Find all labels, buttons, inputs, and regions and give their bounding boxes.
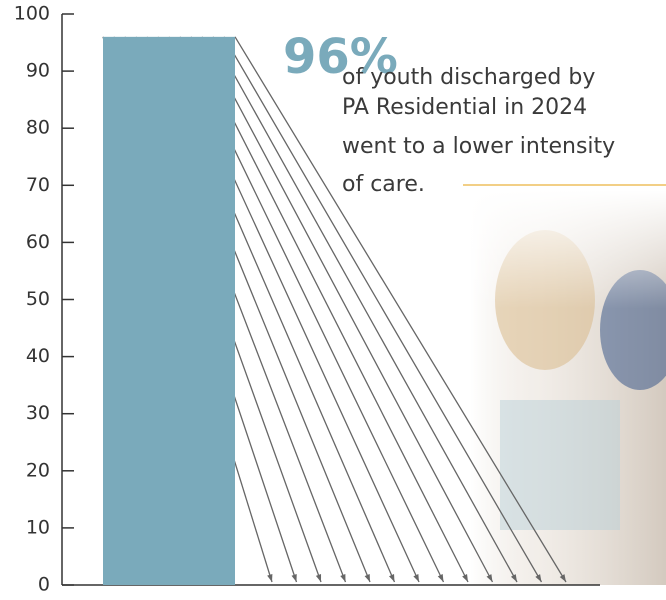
- arrow: [190, 36, 469, 583]
- annotation-line: of care.: [342, 172, 425, 197]
- arrow-head: [267, 574, 273, 582]
- y-tick-label: 20: [26, 459, 50, 481]
- arrow-head: [364, 574, 370, 582]
- arrow-head: [340, 574, 346, 582]
- arrow-head: [486, 574, 493, 582]
- y-tick-label: 30: [26, 402, 50, 424]
- y-tick-label: 0: [38, 574, 50, 596]
- arrow-head: [462, 574, 468, 582]
- arrow-head: [535, 574, 542, 582]
- arrow: [234, 36, 567, 583]
- arrow-head: [388, 574, 395, 582]
- y-tick-label: 60: [26, 231, 50, 253]
- y-tick-label: 70: [26, 174, 50, 196]
- arrow: [201, 36, 494, 583]
- y-tick-label: 80: [26, 117, 50, 139]
- value-label: 96%: [283, 29, 398, 85]
- annotation-line: of youth discharged by: [342, 65, 595, 90]
- annotation-line: PA Residential in 2024: [342, 95, 587, 120]
- arrow-head: [559, 574, 566, 582]
- arrow-head: [413, 574, 419, 582]
- photo: [470, 190, 666, 585]
- y-tick-label: 50: [26, 288, 50, 310]
- arrow: [212, 36, 518, 583]
- arrow-head: [291, 574, 297, 582]
- y-tick-label: 100: [14, 3, 50, 25]
- arrow: [223, 36, 543, 583]
- y-tick-label: 90: [26, 60, 50, 82]
- annotation-line: went to a lower intensity: [342, 134, 615, 159]
- arrow-head: [315, 574, 322, 582]
- arrow-head: [437, 574, 444, 582]
- y-tick-label: 40: [26, 345, 50, 367]
- arrow-head: [510, 574, 517, 582]
- bar: [103, 36, 235, 585]
- y-tick-label: 10: [26, 516, 50, 538]
